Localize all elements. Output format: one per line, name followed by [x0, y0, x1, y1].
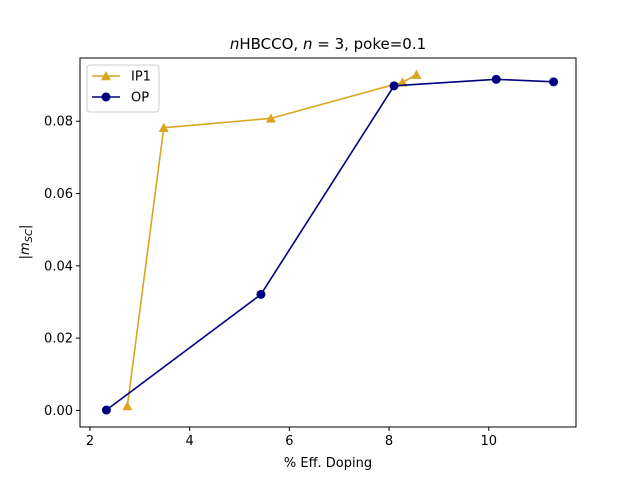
y-tick-label: 0.04 — [44, 259, 73, 274]
legend-marker-ip1 — [101, 71, 111, 81]
legend-entry-op: OP — [92, 91, 149, 106]
x-tick-label: 8 — [385, 434, 393, 449]
data-point-ip1 — [122, 401, 133, 411]
legend-entry-ip1: IP1 — [92, 70, 151, 85]
data-point-ip1 — [411, 69, 422, 79]
legend-label-op: OP — [131, 91, 149, 106]
y-tick-label: 0.00 — [44, 404, 73, 419]
plot-area — [101, 69, 559, 415]
x-tick-label: 6 — [285, 434, 293, 449]
data-point-op — [549, 77, 559, 87]
series-op — [101, 74, 559, 415]
data-point-ip1 — [265, 113, 276, 123]
x-tick-label: 10 — [480, 434, 497, 449]
y-tick-label: 0.06 — [44, 187, 73, 202]
data-point-op — [491, 74, 501, 84]
axes-frame — [79, 57, 577, 428]
chart-title: nHBCCO, n = 3, poke=0.1 — [230, 35, 426, 53]
data-point-op — [389, 81, 399, 91]
data-point-ip1 — [158, 122, 169, 133]
x-tick-label: 2 — [86, 434, 94, 449]
x-axis-label: % Eff. Doping — [284, 456, 372, 471]
legend-marker-op — [101, 92, 111, 102]
legend: IP1 OP — [86, 64, 160, 113]
y-axis-label: |mSC| — [18, 225, 35, 260]
legend-label-ip1: IP1 — [131, 70, 151, 85]
axis-ticks: 2 4 6 8 10 0.00 0.02 0.04 0.06 0.08 — [44, 115, 497, 449]
series-ip1 — [122, 69, 422, 411]
y-tick-label: 0.02 — [44, 332, 73, 347]
data-point-op — [256, 289, 266, 299]
data-point-op — [101, 405, 111, 415]
data-point-ip1 — [397, 77, 408, 87]
y-tick-label: 0.08 — [44, 115, 73, 130]
x-tick-label: 4 — [186, 434, 194, 449]
